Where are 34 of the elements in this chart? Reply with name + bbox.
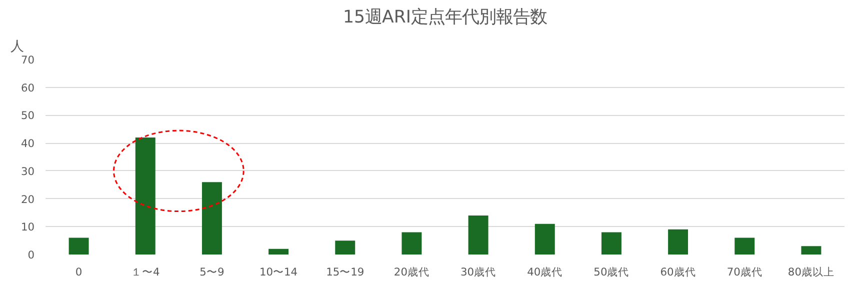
bar	[601, 232, 622, 254]
x-tick-label: 70歳代	[726, 266, 762, 278]
bar	[734, 238, 755, 254]
x-tick-label: 50歳代	[594, 266, 630, 278]
bar	[402, 232, 422, 254]
y-tick-label: 40	[20, 137, 35, 150]
x-tick-label: 5〜9	[200, 266, 224, 278]
x-tick-label: 40歳代	[527, 266, 563, 278]
x-tick-label: 30歳代	[460, 266, 496, 278]
x-tick-label: １〜4	[130, 266, 160, 278]
x-tick-label: 15〜19	[326, 266, 364, 278]
bar	[335, 240, 356, 254]
bar	[468, 216, 488, 254]
y-tick-label: 70	[20, 54, 35, 66]
y-tick-label: 10	[20, 220, 35, 234]
y-tick-label: 20	[20, 192, 35, 206]
bar	[268, 248, 289, 254]
x-tick-label: 0	[75, 266, 82, 278]
bar	[135, 138, 156, 254]
x-tick-label: 80歳以上	[788, 266, 834, 278]
x-tick-label: 10〜14	[259, 266, 298, 278]
bar	[68, 238, 89, 254]
x-tick-label: 60歳代	[660, 266, 696, 278]
y-tick-label: 60	[20, 81, 35, 94]
y-tick-label: 50	[20, 109, 35, 122]
bar	[801, 246, 822, 254]
y-tick-label: 30	[20, 164, 35, 178]
x-tick-label: 20歳代	[394, 266, 430, 278]
bar	[534, 224, 555, 254]
bar	[202, 182, 222, 254]
chart-title: 15週ARI定点年代別報告数	[342, 8, 548, 28]
y-axis-title: 人	[10, 40, 24, 54]
bar	[668, 229, 688, 254]
y-tick-label: 0	[28, 248, 35, 262]
